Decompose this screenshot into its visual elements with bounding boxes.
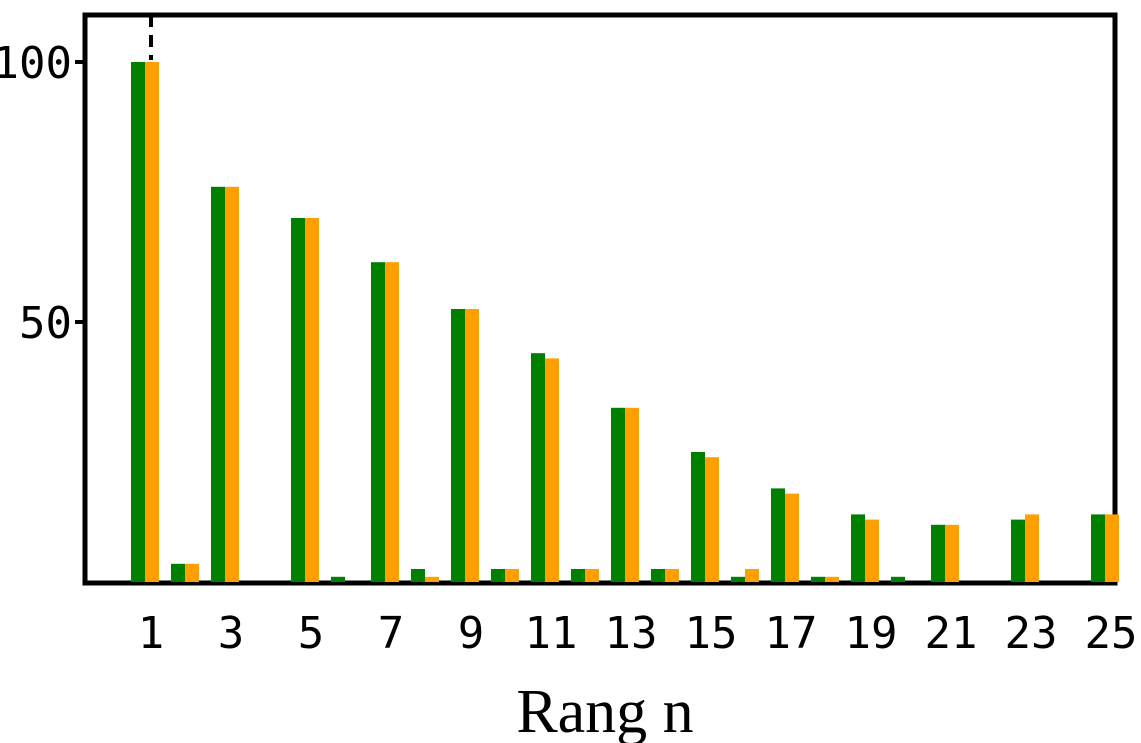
bar-series2-rank-11 — [545, 358, 559, 582]
x-tick-label-23: 23 — [1005, 608, 1058, 659]
bar-series2-rank-13 — [625, 407, 639, 582]
bar-series2-rank-15 — [705, 457, 719, 582]
bars-group — [131, 62, 1119, 583]
bar-series1-rank-23 — [1011, 519, 1025, 582]
bar-series2-rank-10 — [505, 569, 519, 582]
bar-series1-rank-14 — [651, 569, 665, 582]
x-tick-label-3: 3 — [218, 608, 245, 659]
x-tick-label-19: 19 — [845, 608, 898, 659]
bar-series2-rank-8 — [425, 576, 439, 582]
x-tick-label-9: 9 — [458, 608, 485, 659]
bar-series2-rank-5 — [305, 218, 319, 582]
y-tick-label-50: 50 — [19, 298, 72, 349]
bar-series1-rank-13 — [611, 407, 625, 582]
bar-series2-rank-2 — [185, 563, 199, 582]
bar-series2-rank-18 — [825, 576, 839, 582]
bar-series1-rank-25 — [1091, 514, 1105, 582]
x-tick-label-13: 13 — [605, 608, 658, 659]
bar-series1-rank-8 — [411, 569, 425, 582]
x-tick-label-5: 5 — [298, 608, 325, 659]
bar-series1-rank-2 — [171, 563, 185, 582]
x-tick-label-1: 1 — [138, 608, 165, 659]
bar-series1-rank-12 — [571, 569, 585, 582]
bar-series2-rank-14 — [665, 569, 679, 582]
bar-series2-rank-7 — [385, 262, 399, 582]
bar-series2-rank-19 — [865, 519, 879, 582]
bar-series1-rank-5 — [291, 218, 305, 582]
x-tick-label-7: 7 — [378, 608, 405, 659]
bar-series1-rank-6 — [331, 576, 345, 582]
x-axis-ticks: 1 3 5 7 9 11 13 15 17 19 21 23 25 — [138, 608, 1138, 659]
bar-series2-rank-9 — [465, 309, 479, 582]
x-axis-label: Rang n — [516, 678, 693, 743]
bar-series1-rank-21 — [931, 524, 945, 582]
bar-series1-rank-17 — [771, 488, 785, 582]
x-tick-label-15: 15 — [685, 608, 738, 659]
bar-series1-rank-19 — [851, 514, 865, 582]
plot-frame — [82, 12, 1118, 586]
bar-series1-rank-16 — [731, 576, 745, 582]
bar-series2-rank-25 — [1105, 514, 1119, 582]
y-axis-ticks: 50 100 — [0, 38, 85, 349]
bar-series1-rank-9 — [451, 309, 465, 582]
bar-series2-rank-16 — [745, 569, 759, 582]
bar-series1-rank-3 — [211, 186, 225, 583]
bar-series2-rank-3 — [225, 186, 239, 583]
bar-series1-rank-18 — [811, 576, 825, 582]
bar-series2-rank-1 — [145, 62, 159, 582]
x-tick-label-25: 25 — [1085, 608, 1138, 659]
bar-series2-rank-21 — [945, 524, 959, 582]
bar-series1-rank-20 — [891, 576, 905, 582]
bar-series1-rank-10 — [491, 569, 505, 582]
x-tick-label-11: 11 — [525, 608, 578, 659]
bar-series1-rank-1 — [131, 62, 145, 582]
bar-series2-rank-12 — [585, 569, 599, 582]
bar-series2-rank-17 — [785, 493, 799, 582]
bar-series1-rank-7 — [371, 262, 385, 582]
y-tick-label-100: 100 — [0, 38, 72, 89]
bar-series2-rank-23 — [1025, 514, 1039, 582]
x-tick-label-17: 17 — [765, 608, 818, 659]
bar-series1-rank-15 — [691, 452, 705, 582]
bar-series1-rank-11 — [531, 353, 545, 582]
x-tick-label-21: 21 — [925, 608, 978, 659]
